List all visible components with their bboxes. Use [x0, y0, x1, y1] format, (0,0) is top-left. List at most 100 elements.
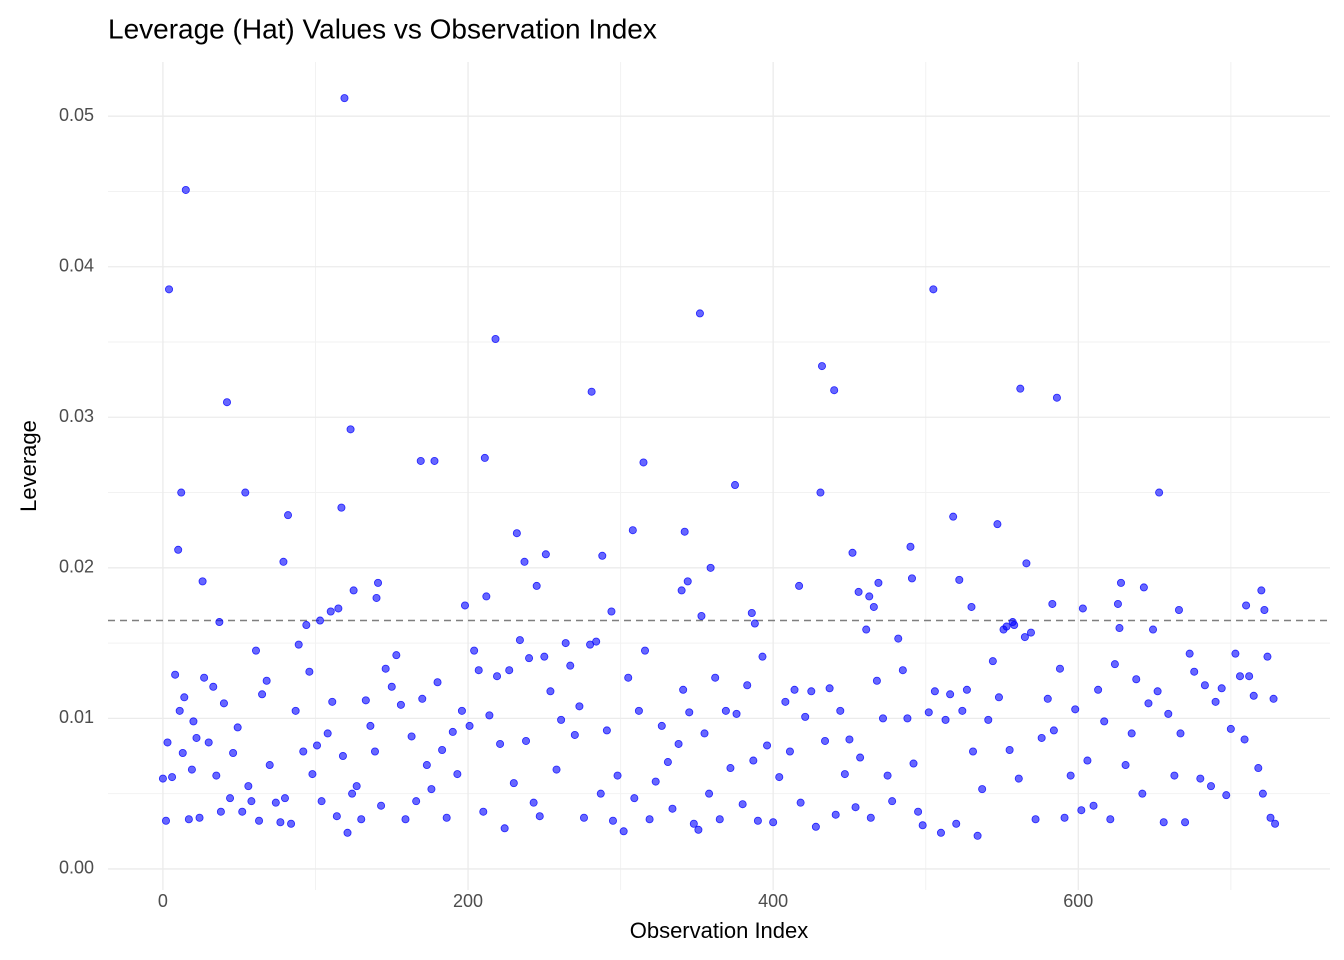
point: [869, 602, 878, 611]
point: [532, 581, 541, 590]
point: [279, 557, 288, 566]
point: [1043, 694, 1052, 703]
point: [226, 794, 235, 803]
point: [366, 721, 375, 730]
point: [505, 666, 514, 675]
point: [448, 727, 457, 736]
point: [1181, 818, 1190, 827]
point: [715, 815, 724, 824]
point: [1153, 687, 1162, 696]
point: [592, 637, 601, 646]
point: [958, 706, 967, 715]
point: [817, 362, 826, 371]
point: [480, 453, 489, 462]
point: [898, 666, 907, 675]
point: [1031, 815, 1040, 824]
point: [575, 702, 584, 711]
point: [1010, 621, 1019, 630]
point: [1116, 578, 1125, 587]
point: [1242, 601, 1251, 610]
point: [1164, 709, 1173, 718]
point: [238, 807, 247, 816]
point: [795, 581, 804, 590]
point: [474, 666, 483, 675]
point: [1211, 697, 1220, 706]
point: [1077, 806, 1086, 815]
point: [1176, 729, 1185, 738]
x-tick-label: 0: [158, 891, 168, 911]
point: [258, 690, 267, 699]
point: [608, 816, 617, 825]
x-axis-title: Observation Index: [630, 918, 809, 943]
point: [1020, 633, 1029, 642]
point: [1048, 599, 1057, 608]
y-tick-label: 0.01: [59, 707, 94, 727]
point: [1055, 664, 1064, 673]
point: [430, 456, 439, 465]
point: [1106, 815, 1115, 824]
point: [200, 673, 209, 682]
point: [412, 797, 421, 806]
point: [387, 682, 396, 691]
point: [685, 708, 694, 717]
point: [1235, 672, 1244, 681]
point: [493, 672, 502, 681]
point: [825, 684, 834, 693]
point: [442, 813, 451, 822]
point: [1249, 691, 1258, 700]
point: [1217, 684, 1226, 693]
point: [338, 752, 347, 761]
point: [1132, 675, 1141, 684]
point: [1100, 717, 1109, 726]
point: [1066, 771, 1075, 780]
point: [1266, 813, 1275, 822]
point: [251, 646, 260, 655]
point: [628, 526, 637, 535]
point: [866, 813, 875, 822]
point: [323, 729, 332, 738]
point: [1016, 384, 1025, 393]
point: [749, 756, 758, 765]
point: [668, 804, 677, 813]
point: [422, 761, 431, 770]
point: [645, 815, 654, 824]
point: [520, 557, 529, 566]
point: [305, 667, 314, 676]
point: [973, 831, 982, 840]
point: [374, 578, 383, 587]
point: [302, 621, 311, 630]
point: [552, 765, 561, 774]
point: [287, 819, 296, 828]
point: [485, 711, 494, 720]
chart-title: Leverage (Hat) Values vs Observation Ind…: [108, 13, 657, 44]
point: [694, 825, 703, 834]
point: [689, 819, 698, 828]
point: [177, 488, 186, 497]
point: [416, 456, 425, 465]
point: [1245, 672, 1254, 681]
point: [962, 685, 971, 694]
point: [401, 815, 410, 824]
point: [587, 387, 596, 396]
point: [215, 618, 224, 627]
point: [1149, 625, 1158, 634]
point: [874, 578, 883, 587]
point: [570, 730, 579, 739]
point: [851, 803, 860, 812]
point: [952, 819, 961, 828]
point: [284, 511, 293, 520]
point: [1110, 660, 1119, 669]
point: [561, 639, 570, 648]
point: [830, 386, 839, 395]
point: [457, 706, 466, 715]
point: [535, 812, 544, 821]
point: [1196, 774, 1205, 783]
point: [525, 654, 534, 663]
point: [1089, 801, 1098, 810]
point: [1257, 586, 1266, 595]
point: [433, 678, 442, 687]
point: [328, 697, 337, 706]
point: [598, 551, 607, 560]
point: [731, 481, 740, 490]
point: [515, 636, 524, 645]
